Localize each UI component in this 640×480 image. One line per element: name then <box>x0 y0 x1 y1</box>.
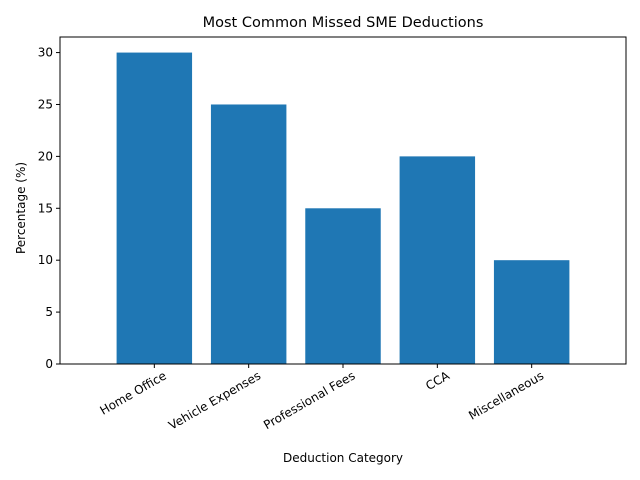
x-axis-label: Deduction Category <box>283 451 403 465</box>
bar-home-office <box>116 52 193 364</box>
y-tick-label: 30 <box>38 46 53 60</box>
bar-miscellaneous <box>493 260 570 364</box>
y-tick-label: 15 <box>38 201 53 215</box>
y-tick-label: 5 <box>45 305 53 319</box>
y-axis-label: Percentage (%) <box>14 162 28 254</box>
bar-cca <box>399 156 476 364</box>
y-tick-label: 20 <box>38 149 53 163</box>
y-tick-label: 10 <box>38 253 53 267</box>
y-tick-label: 0 <box>45 357 53 371</box>
bar-professional-fees <box>305 208 381 364</box>
bar-vehicle-expenses <box>210 104 287 364</box>
chart-title: Most Common Missed SME Deductions <box>203 15 484 31</box>
y-tick-label: 25 <box>38 97 53 111</box>
